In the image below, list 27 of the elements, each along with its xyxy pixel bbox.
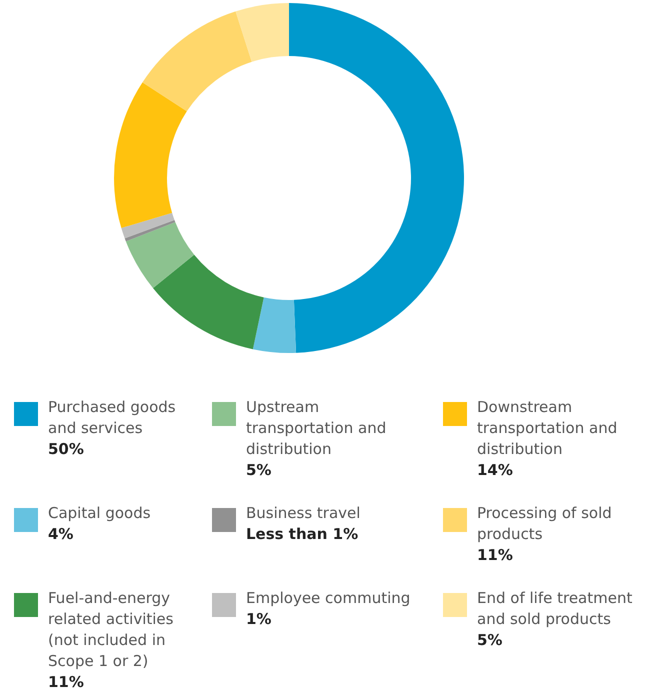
data-label: 5%	[477, 631, 502, 649]
donut-slice	[126, 222, 194, 288]
data-label: 14%	[477, 461, 513, 479]
legend-label: Employee commuting	[246, 589, 410, 607]
data-label: 5%	[246, 461, 272, 479]
data-label: 1%	[246, 610, 272, 628]
donut-slice	[142, 11, 252, 112]
legend-label: End of life treatment and sold products	[477, 589, 632, 628]
data-label: 4%	[48, 525, 74, 543]
data-label: 50%	[48, 440, 84, 458]
donut-slice	[153, 254, 264, 350]
donut-slice	[121, 212, 174, 238]
legend-label: Capital goods	[48, 504, 151, 522]
legend-label: Purchased goods and services	[48, 398, 176, 437]
donut-slice	[114, 82, 187, 228]
donut-slice	[289, 3, 464, 353]
data-label: 11%	[477, 546, 513, 564]
donut-slice	[236, 3, 289, 62]
legend-label: Processing of sold products	[477, 504, 612, 543]
legend-label: Business travel	[246, 504, 360, 522]
data-label: 11%	[48, 673, 84, 691]
legend-label: Upstream transportation and distribution	[246, 398, 386, 458]
donut-slice	[252, 297, 296, 353]
legend-label: Fuel-and-energy related activities (not included in Scope 1 or 2)	[48, 589, 174, 670]
data-label: Less than 1%	[246, 525, 358, 543]
donut-slice	[124, 220, 176, 242]
legend-label: Downstream transportation and distribution	[477, 398, 618, 458]
